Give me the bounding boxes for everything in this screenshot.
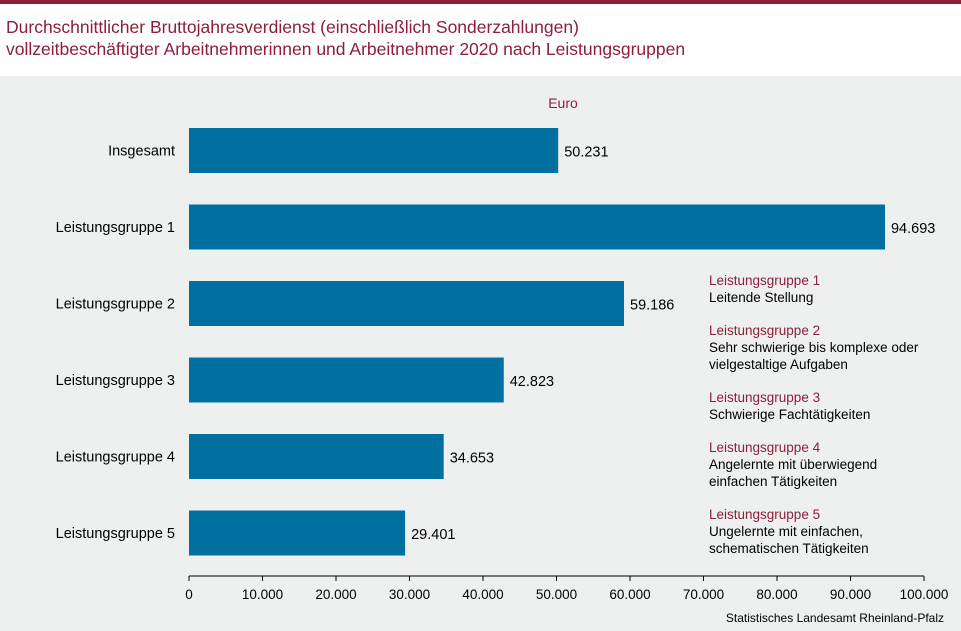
data-label: 34.653	[450, 451, 494, 467]
x-tick-label: 10.000	[242, 587, 283, 602]
x-tick-label: 0	[185, 587, 193, 602]
legend-item: Leistungsgruppe 5 Ungelernte mit einfach…	[709, 506, 919, 557]
legend-item: Leistungsgruppe 4 Angelernte mit überwie…	[709, 439, 919, 490]
chart-title: Durchschnittlicher Bruttojahresverdienst…	[6, 16, 685, 60]
x-tick-label: 90.000	[830, 587, 871, 602]
bar	[189, 357, 504, 403]
category-label: Leistungsgruppe 3	[56, 373, 175, 389]
category-label: Insgesamt	[108, 144, 175, 160]
category-label: Leistungsgruppe 1	[56, 220, 175, 236]
data-label: 29.401	[411, 527, 455, 543]
x-tick-label: 100.000	[900, 587, 949, 602]
title-line-1: Durchschnittlicher Bruttojahresverdienst…	[6, 17, 579, 37]
legend-item-desc: Ungelernte mit einfachen, schematischen …	[709, 524, 869, 556]
x-tick-label: 70.000	[683, 587, 724, 602]
legend-item: Leistungsgruppe 3 Schwierige Fachtätigke…	[709, 389, 919, 423]
legend-item-desc: Schwierige Fachtätigkeiten	[709, 407, 871, 422]
legend-item-name: Leistungsgruppe 3	[709, 390, 821, 405]
data-label: 94.693	[891, 221, 935, 237]
data-label: 59.186	[630, 298, 674, 314]
header-separator	[0, 70, 961, 76]
category-label: Leistungsgruppe 4	[56, 450, 175, 466]
header: Durchschnittlicher Bruttojahresverdienst…	[0, 4, 961, 70]
legend-item: Leistungsgruppe 2 Sehr schwierige bis ko…	[709, 322, 919, 373]
legend-item-name: Leistungsgruppe 4	[709, 440, 821, 455]
legend-item-name: Leistungsgruppe 2	[709, 323, 821, 338]
source-note: Statistisches Landesamt Rheinland-Pfalz	[725, 611, 944, 625]
legend-item-name: Leistungsgruppe 1	[709, 273, 821, 288]
x-tick-label: 80.000	[756, 587, 797, 602]
category-label: Leistungsgruppe 2	[56, 297, 175, 313]
bar	[189, 434, 444, 479]
legend-item-desc: Sehr schwierige bis komplexe oder vielge…	[709, 340, 919, 372]
bar	[189, 510, 406, 556]
x-tick-label: 60.000	[609, 587, 650, 602]
top-accent-bar	[0, 0, 961, 4]
legend-item-name: Leistungsgruppe 5	[709, 507, 821, 522]
legend: Leistungsgruppe 1 Leitende Stellung Leis…	[709, 272, 919, 573]
bar	[189, 281, 625, 326]
data-label: 50.231	[564, 145, 608, 161]
x-tick-label: 30.000	[389, 587, 430, 602]
legend-item-desc: Angelernte mit überwiegend einfachen Tät…	[709, 457, 878, 489]
legend-item-desc: Leitende Stellung	[709, 290, 814, 305]
x-tick-label: 40.000	[462, 587, 503, 602]
legend-item: Leistungsgruppe 1 Leitende Stellung	[709, 272, 919, 306]
bar	[189, 204, 885, 250]
x-tick-label: 20.000	[315, 587, 356, 602]
bar	[189, 128, 559, 173]
category-label: Leistungsgruppe 5	[56, 526, 175, 542]
data-label: 42.823	[510, 374, 554, 390]
bar-chart: Euro Insgesamt 50.231 Leistungsgruppe 1 94.6…	[56, 95, 949, 602]
unit-label: Euro	[548, 95, 578, 111]
x-tick-label: 50.000	[536, 587, 577, 602]
title-line-2: vollzeitbeschäftigter Arbeitnehmerinnen …	[6, 39, 686, 59]
